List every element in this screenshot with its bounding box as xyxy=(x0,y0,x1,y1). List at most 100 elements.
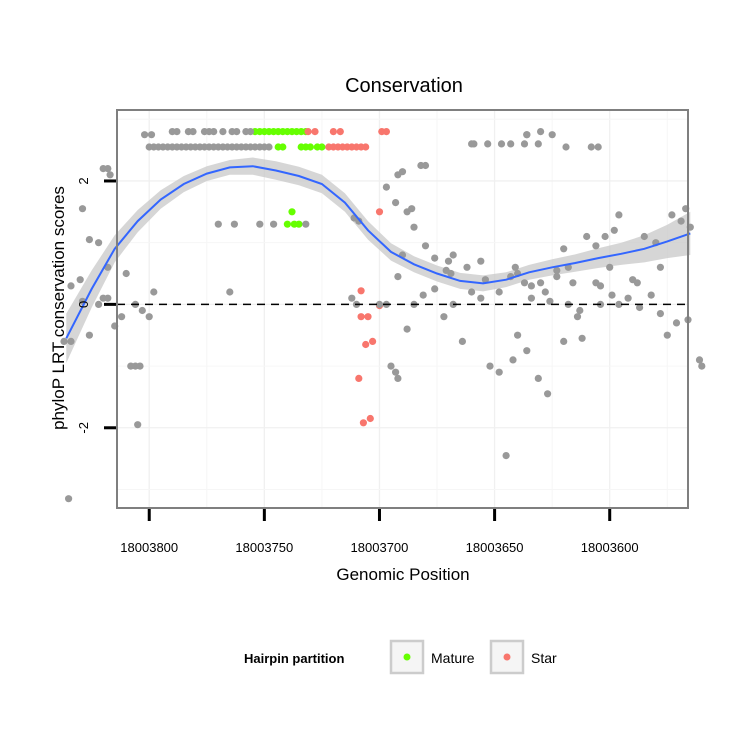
data-point-other xyxy=(647,291,655,299)
data-point-other xyxy=(173,128,181,136)
data-point-other xyxy=(122,269,130,278)
data-point-other xyxy=(601,232,609,241)
data-point-other xyxy=(615,300,623,308)
data-point-other xyxy=(246,128,255,136)
data-point-other xyxy=(546,297,554,305)
data-point-other xyxy=(419,291,427,299)
data-point-other xyxy=(578,334,586,342)
data-point-other xyxy=(463,263,471,271)
data-point-other xyxy=(511,263,519,271)
data-point-other xyxy=(392,368,400,376)
data-point-other xyxy=(150,288,158,296)
data-point-mature xyxy=(306,143,314,151)
data-point-other xyxy=(127,362,135,370)
data-point-other xyxy=(520,140,529,148)
data-point-other xyxy=(560,337,568,345)
data-point-other xyxy=(656,263,665,271)
data-point-other xyxy=(656,310,665,318)
data-point-other xyxy=(592,242,600,250)
confidence-ribbon xyxy=(66,157,691,363)
data-point-other xyxy=(147,131,156,139)
data-point-mature xyxy=(279,143,287,151)
data-point-other xyxy=(615,211,623,219)
data-point-other xyxy=(608,291,616,299)
data-point-other xyxy=(606,263,614,271)
data-point-other xyxy=(134,421,142,429)
data-point-other xyxy=(587,143,595,151)
legend: Hairpin partition Mature Star xyxy=(244,639,557,675)
data-point-other xyxy=(421,242,430,250)
data-point-other xyxy=(408,205,416,213)
data-point-other xyxy=(141,131,149,139)
data-point-other xyxy=(95,300,103,308)
data-point-other xyxy=(534,374,542,382)
data-point-star xyxy=(369,337,377,345)
data-point-star xyxy=(382,128,390,136)
data-point-other xyxy=(562,143,570,151)
data-point-other xyxy=(537,128,545,136)
data-point-other xyxy=(348,294,356,302)
data-point-other xyxy=(569,279,577,287)
data-point-other xyxy=(270,220,278,228)
data-point-other xyxy=(495,368,503,376)
data-point-other xyxy=(548,131,556,139)
x-tick-label: 18003700 xyxy=(351,540,409,555)
data-point-other xyxy=(698,362,706,370)
legend-label-star: Star xyxy=(531,650,557,666)
data-point-other xyxy=(67,337,75,345)
data-point-star xyxy=(304,128,312,136)
data-point-other xyxy=(104,294,112,302)
data-point-other xyxy=(507,140,515,148)
data-point-other xyxy=(444,257,453,265)
data-point-other xyxy=(576,306,584,315)
data-point-other xyxy=(544,390,552,398)
confidence-band xyxy=(66,157,691,363)
data-point-other xyxy=(233,128,241,136)
data-point-other xyxy=(431,285,439,293)
data-point-other xyxy=(76,276,84,284)
legend-dot-mature xyxy=(403,653,411,661)
data-point-other xyxy=(677,217,685,225)
data-point-other xyxy=(421,161,430,170)
data-point-other xyxy=(449,251,457,259)
data-point-star xyxy=(362,340,370,349)
data-point-other xyxy=(440,313,448,321)
data-point-other xyxy=(468,140,476,148)
data-point-other xyxy=(265,143,273,151)
data-point-other xyxy=(392,199,400,207)
data-point-other xyxy=(636,303,644,312)
data-point-other xyxy=(560,245,568,253)
data-point-other xyxy=(210,128,218,136)
data-point-other xyxy=(398,168,407,176)
data-point-other xyxy=(486,362,494,370)
data-point-other xyxy=(633,279,641,287)
data-point-other xyxy=(610,226,618,234)
y-axis: -2 0 2 xyxy=(76,177,116,434)
data-point-other xyxy=(640,232,648,241)
data-point-other xyxy=(410,223,418,231)
data-point-other xyxy=(118,313,126,321)
y-axis-label: phyloP LRT conservation scores xyxy=(49,186,68,430)
data-point-other xyxy=(624,294,632,302)
data-point-other xyxy=(136,362,144,370)
legend-dot-star xyxy=(503,653,511,661)
data-point-other xyxy=(387,362,395,370)
data-point-other xyxy=(668,211,676,219)
data-point-other xyxy=(226,288,234,296)
data-point-other xyxy=(553,266,561,274)
data-point-other xyxy=(85,236,93,244)
data-point-other xyxy=(394,273,402,281)
chart-title: Conservation xyxy=(345,75,463,97)
data-point-other xyxy=(468,288,476,296)
data-point-other xyxy=(65,495,73,503)
data-point-other xyxy=(583,232,591,241)
data-point-other xyxy=(145,313,153,321)
data-point-star xyxy=(336,128,344,136)
legend-label-mature: Mature xyxy=(431,650,475,666)
data-point-other xyxy=(497,140,506,148)
data-point-other xyxy=(403,325,411,333)
x-tick-label: 18003750 xyxy=(235,540,293,555)
data-point-other xyxy=(523,131,531,139)
data-points xyxy=(60,128,706,503)
